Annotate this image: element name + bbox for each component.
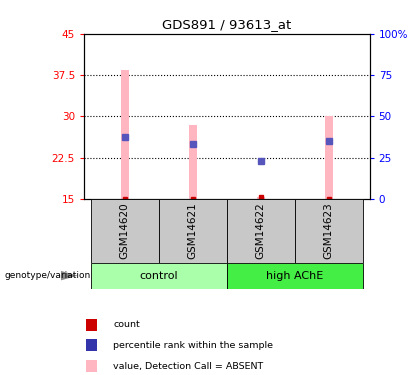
Text: GSM14620: GSM14620 (120, 202, 130, 259)
Bar (189, 124, 197, 199)
Bar (257, 197, 265, 199)
Text: value, Detection Call = ABSENT: value, Detection Call = ABSENT (113, 362, 264, 370)
Text: GSM14621: GSM14621 (188, 202, 198, 259)
Polygon shape (61, 271, 78, 280)
Text: percentile rank within the sample: percentile rank within the sample (113, 341, 273, 350)
Bar (227, 199, 295, 262)
Bar (121, 69, 129, 199)
Bar (325, 116, 333, 199)
Text: count: count (113, 320, 140, 329)
Bar (295, 199, 363, 262)
Bar (91, 262, 227, 289)
Text: genotype/variation: genotype/variation (4, 271, 90, 280)
Bar (227, 262, 363, 289)
Text: high AChE: high AChE (266, 271, 323, 280)
Text: control: control (139, 271, 178, 280)
Text: GSM14623: GSM14623 (324, 202, 334, 259)
Bar (159, 199, 227, 262)
Title: GDS891 / 93613_at: GDS891 / 93613_at (162, 18, 291, 31)
Text: GSM14622: GSM14622 (256, 202, 266, 259)
Bar (91, 199, 159, 262)
